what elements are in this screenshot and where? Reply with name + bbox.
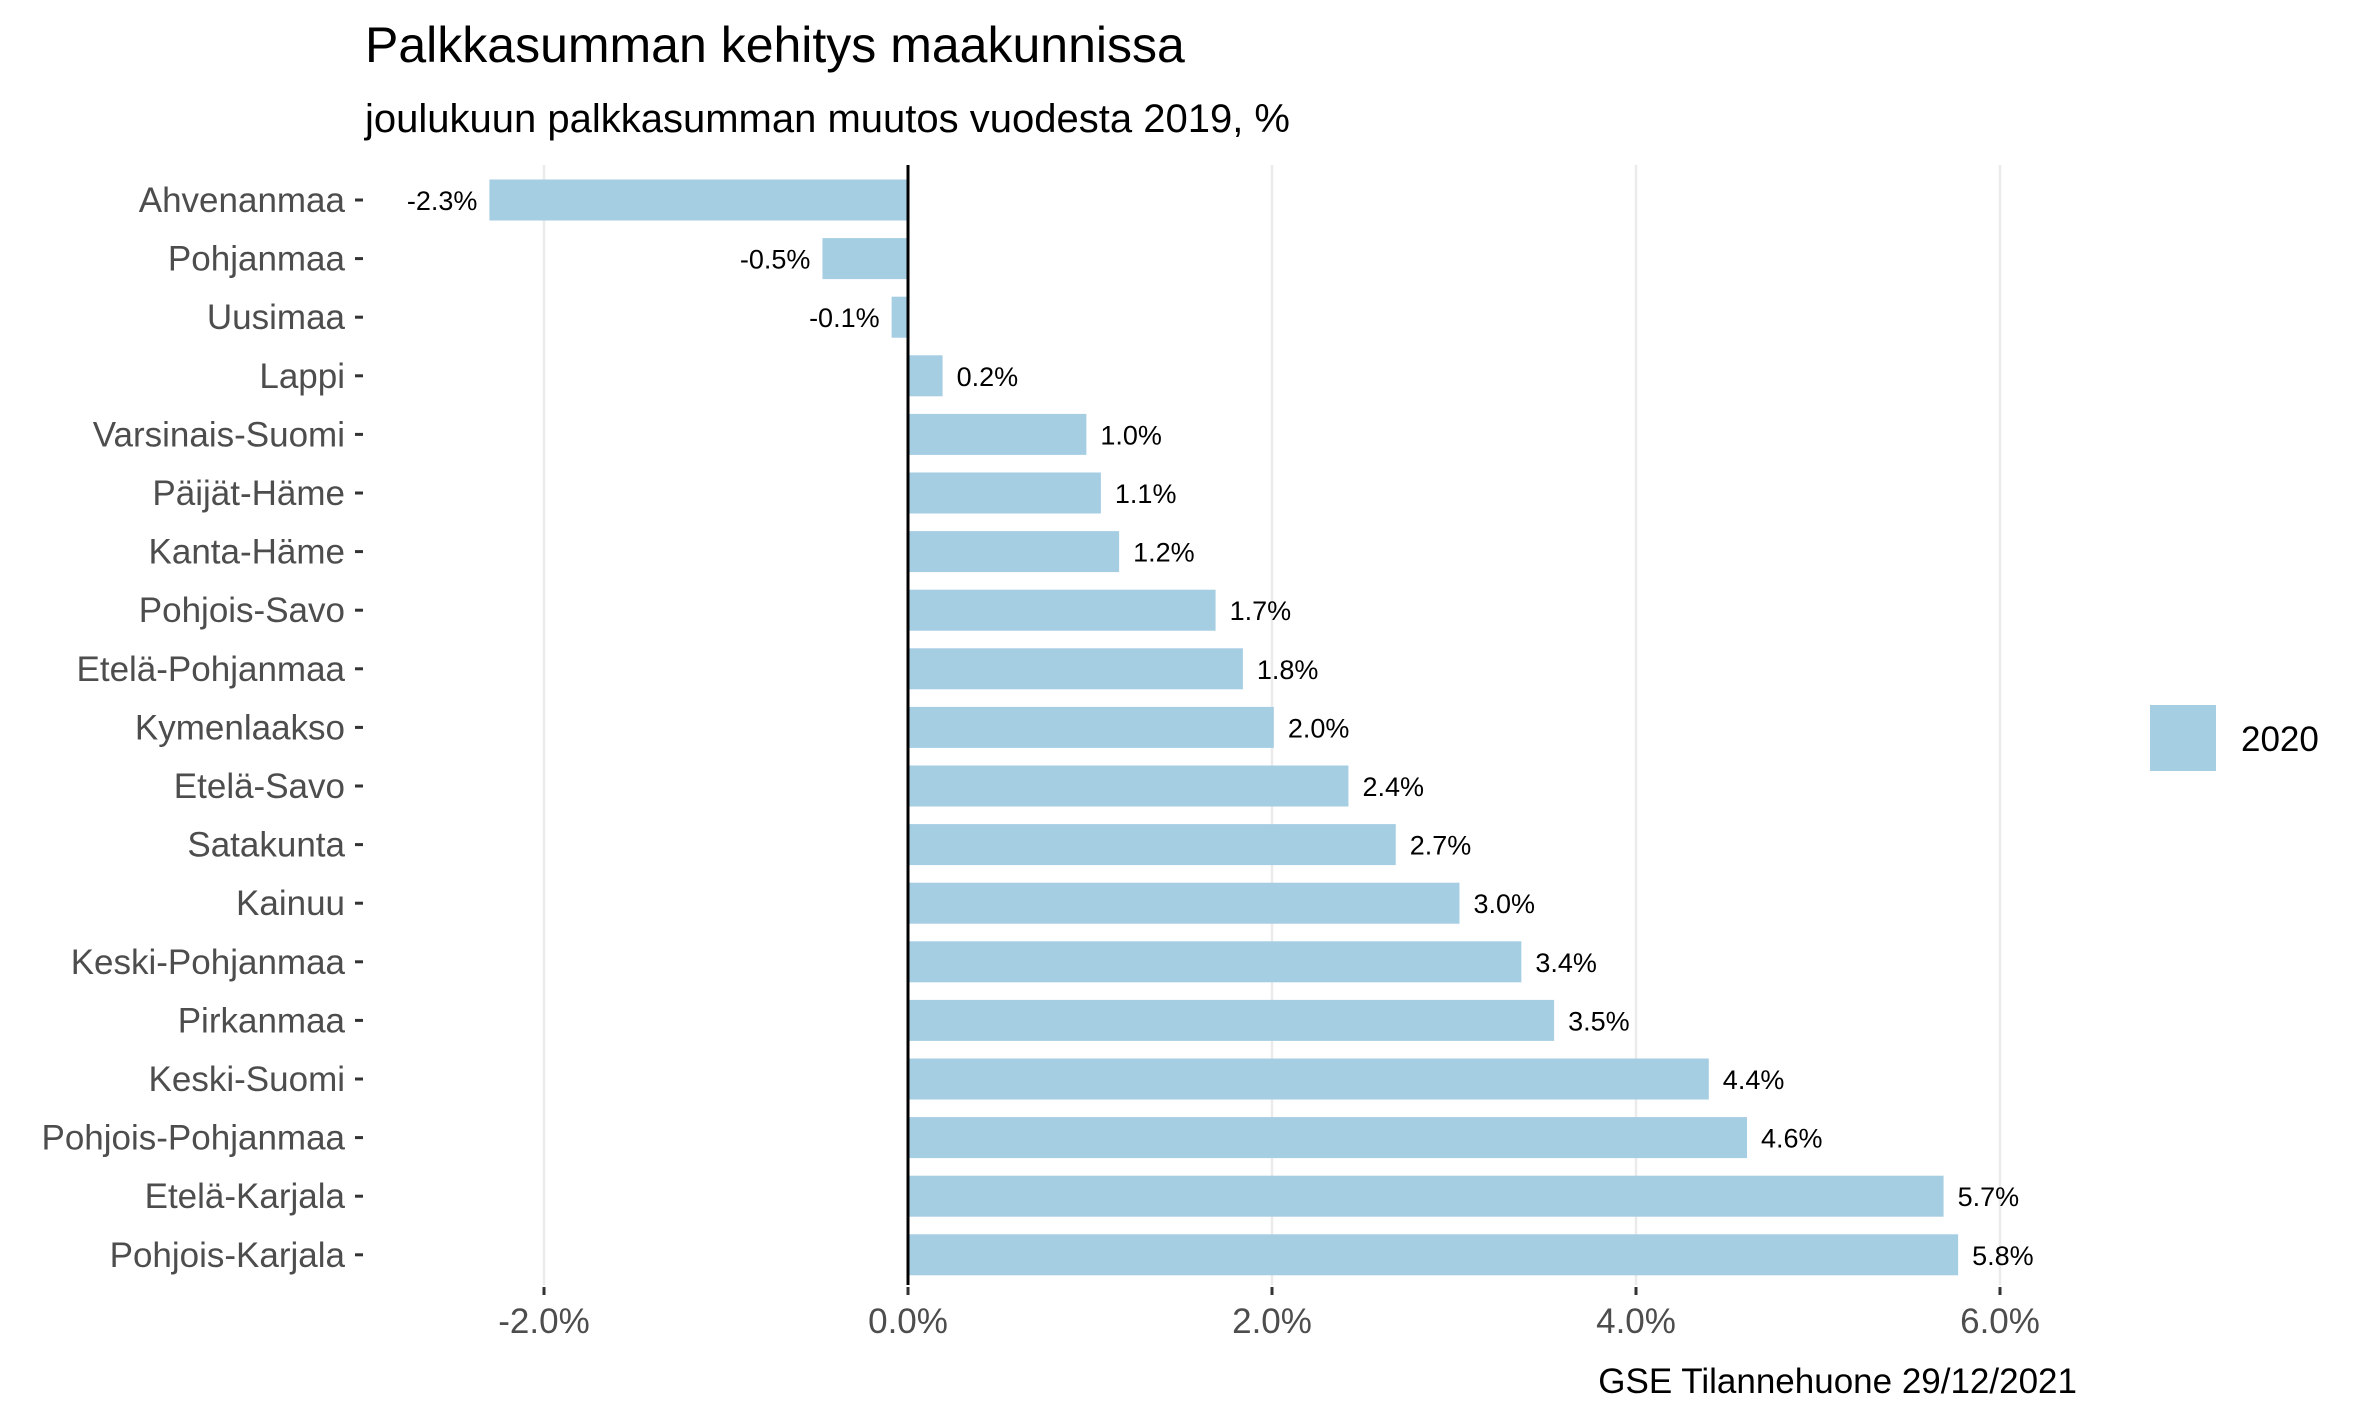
data-label-Pohjanmaa: -0.5% xyxy=(740,245,811,275)
y-tick-label-Pohjanmaa: Pohjanmaa xyxy=(168,240,346,279)
data-label-Keski-Pohjanmaa: 3.4% xyxy=(1535,948,1597,978)
y-tick-label-Kanta-Häme: Kanta-Häme xyxy=(149,533,345,572)
x-tick-label-3: 4.0% xyxy=(1596,1302,1676,1341)
bar-Pohjois-Pohjanmaa xyxy=(908,1117,1748,1159)
y-tick-label-Pirkanmaa: Pirkanmaa xyxy=(178,1001,346,1040)
bar-Päijät-Häme xyxy=(908,472,1101,514)
bar-Pohjois-Savo xyxy=(908,589,1216,631)
chart-title: Palkkasumman kehitys maakunnissa xyxy=(365,17,1185,73)
bar-Etelä-Karjala xyxy=(908,1175,1944,1217)
data-label-Pohjois-Pohjanmaa: 4.6% xyxy=(1761,1124,1823,1154)
y-tick-label-Kainuu: Kainuu xyxy=(236,884,345,923)
data-label-Keski-Suomi: 4.4% xyxy=(1723,1065,1785,1095)
data-label-Pirkanmaa: 3.5% xyxy=(1568,1006,1630,1036)
bar-Etelä-Savo xyxy=(908,765,1349,807)
bars xyxy=(489,179,1959,1276)
y-axis: Ahvenanmaa Pohjanmaa Uusimaa Lappi Varsinais… xyxy=(41,181,363,1275)
bar-Kymenlaakso xyxy=(908,706,1274,748)
bar-Ahvenanmaa xyxy=(489,179,908,221)
data-label-Päijät-Häme: 1.1% xyxy=(1115,479,1177,509)
y-tick-label-Etelä-Karjala: Etelä-Karjala xyxy=(145,1177,346,1216)
bar-Lappi xyxy=(908,355,943,397)
legend-label-2020: 2020 xyxy=(2241,720,2319,759)
y-tick-label-Pohjois-Karjala: Pohjois-Karjala xyxy=(110,1236,346,1275)
data-label-Uusimaa: -0.1% xyxy=(809,303,880,333)
x-tick-label-2: 2.0% xyxy=(1232,1302,1312,1341)
x-tick-label-1: 0.0% xyxy=(868,1302,948,1341)
y-tick-label-Uusimaa: Uusimaa xyxy=(207,298,346,337)
bar-Keski-Pohjanmaa xyxy=(908,941,1522,983)
x-tick-label-4: 6.0% xyxy=(1960,1302,2040,1341)
y-tick-label-Lappi: Lappi xyxy=(259,357,345,396)
bar-Etelä-Pohjanmaa xyxy=(908,648,1243,690)
data-label-Kymenlaakso: 2.0% xyxy=(1288,713,1350,743)
y-tick-label-Päijät-Häme: Päijät-Häme xyxy=(152,474,345,513)
y-tick-label-Keski-Pohjanmaa: Keski-Pohjanmaa xyxy=(71,943,346,982)
bar-Varsinais-Suomi xyxy=(908,413,1087,455)
y-tick-label-Pohjois-Pohjanmaa: Pohjois-Pohjanmaa xyxy=(41,1119,345,1158)
x-tick-label-0: -2.0% xyxy=(498,1302,589,1341)
data-label-Satakunta: 2.7% xyxy=(1410,831,1472,861)
data-label-Lappi: 0.2% xyxy=(957,362,1019,392)
chart-subtitle: joulukuun palkkasumman muutos vuodesta 2… xyxy=(364,97,1290,141)
y-tick-label-Varsinais-Suomi: Varsinais-Suomi xyxy=(93,415,345,454)
y-tick-label-Kymenlaakso: Kymenlaakso xyxy=(135,708,345,747)
data-label-Ahvenanmaa: -2.3% xyxy=(407,186,478,216)
data-label-Kainuu: 3.0% xyxy=(1473,889,1535,919)
bar-Pohjois-Karjala xyxy=(908,1234,1959,1276)
bar-Keski-Suomi xyxy=(908,1058,1709,1100)
data-label-Etelä-Pohjanmaa: 1.8% xyxy=(1257,655,1319,685)
x-axis: -2.0% 0.0% 2.0% 4.0% 6.0% xyxy=(498,1287,2040,1341)
data-label-Varsinais-Suomi: 1.0% xyxy=(1100,420,1162,450)
y-tick-label-Keski-Suomi: Keski-Suomi xyxy=(149,1060,345,1099)
y-tick-label-Etelä-Pohjanmaa: Etelä-Pohjanmaa xyxy=(77,650,346,689)
y-tick-label-Etelä-Savo: Etelä-Savo xyxy=(174,767,345,806)
data-label-Etelä-Savo: 2.4% xyxy=(1362,772,1424,802)
data-label-Etelä-Karjala: 5.7% xyxy=(1958,1182,2020,1212)
bar-Satakunta xyxy=(908,824,1396,866)
data-labels: -2.3% -0.5% -0.1% 0.2% 1.0% 1.1% 1.2% 1.7% 1.8% 2… xyxy=(407,186,2034,1271)
chart-caption: GSE Tilannehuone 29/12/2021 xyxy=(1598,1362,2077,1401)
bar-Pirkanmaa xyxy=(908,999,1555,1041)
data-label-Pohjois-Karjala: 5.8% xyxy=(1972,1241,2034,1271)
data-label-Kanta-Häme: 1.2% xyxy=(1133,538,1195,568)
legend-key-2020 xyxy=(2150,705,2216,771)
bar-Pohjanmaa xyxy=(822,238,908,280)
y-tick-label-Ahvenanmaa: Ahvenanmaa xyxy=(139,181,346,220)
bar-Kainuu xyxy=(908,882,1460,924)
bar-Uusimaa xyxy=(891,296,908,338)
y-tick-label-Satakunta: Satakunta xyxy=(187,826,345,865)
data-label-Pohjois-Savo: 1.7% xyxy=(1230,596,1292,626)
legend: 2020 xyxy=(2150,705,2319,771)
y-tick-label-Pohjois-Savo: Pohjois-Savo xyxy=(139,591,345,630)
bar-Kanta-Häme xyxy=(908,531,1120,573)
